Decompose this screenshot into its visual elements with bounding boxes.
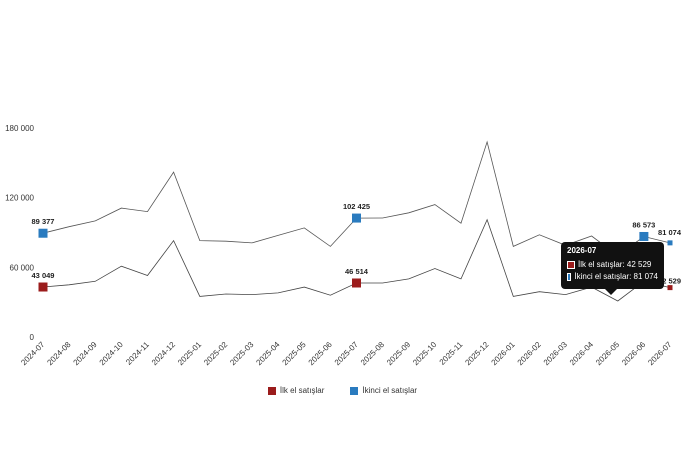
x-tick-label: 2024-11 [124, 340, 151, 367]
legend-label-first-hand: İlk el satışlar [279, 386, 325, 395]
x-tick-label: 2025-12 [463, 340, 491, 368]
legend-item-first-hand-sales[interactable]: İlk el satışlar [267, 386, 325, 395]
x-tick-label: 2025-08 [359, 340, 387, 368]
tooltip-text-second-hand: İkinci el satışlar: 81 074 [574, 272, 658, 281]
data-label: 86 573 [632, 220, 655, 229]
legend-item-second-hand-sales[interactable]: İkinci el satışlar [350, 386, 417, 395]
x-tick-label: 2024-12 [150, 340, 178, 368]
x-tick-label: 2025-06 [307, 340, 335, 368]
x-tick-label: 2024-08 [45, 340, 73, 368]
y-tick-label: 120 000 [5, 194, 34, 203]
x-tick-label: 2025-02 [202, 340, 230, 368]
x-tick-label: 2025-09 [385, 340, 413, 368]
y-tick-label: 180 000 [5, 124, 34, 133]
x-tick-label: 2025-03 [228, 340, 256, 368]
x-tick-label: 2025-07 [333, 340, 361, 368]
data-label: 81 074 [658, 228, 682, 237]
marker-first-hand [352, 278, 361, 288]
marker-first-hand [38, 282, 48, 292]
x-tick-label: 2024-09 [72, 340, 100, 368]
x-tick-label: 2025-04 [254, 340, 282, 368]
x-tick-label: 2026-07 [646, 340, 674, 368]
data-label: 43 049 [32, 271, 55, 280]
x-tick-label: 2026-05 [594, 340, 622, 368]
legend-swatch-first-hand [267, 386, 276, 395]
x-tick-label: 2026-03 [542, 340, 570, 368]
legend-swatch-second-hand [350, 386, 359, 395]
data-label: 102 425 [343, 202, 370, 211]
data-label: 89 377 [32, 217, 55, 226]
tooltip-title: 2026-07 [567, 246, 597, 255]
x-tick-label: 2026-02 [516, 340, 544, 368]
tooltip-swatch-second-hand [567, 272, 572, 281]
y-tick-label: 60 000 [10, 263, 35, 272]
x-tick-label: 2025-10 [411, 340, 439, 368]
chart-tooltip: 2026-07 İlk el satışlar: 42 529 İkinci e… [561, 242, 664, 295]
x-tick-label: 2026-04 [568, 340, 596, 368]
marker-second-hand [352, 213, 361, 223]
y-tick-label: 0 [30, 333, 35, 342]
data-label: 46 514 [345, 267, 369, 276]
x-tick-label: 2024-07 [19, 340, 47, 368]
chart-legend: İlk el satışlar İkinci el satışlar [0, 386, 685, 395]
tooltip-row-second-hand: İkinci el satışlar: 81 074 [567, 272, 658, 281]
marker-first-hand [667, 285, 673, 291]
tooltip-swatch-first-hand [567, 260, 575, 269]
marker-second-hand [639, 231, 649, 241]
x-tick-label: 2026-01 [490, 340, 518, 368]
x-tick-label: 2025-11 [438, 340, 465, 367]
x-tick-label: 2025-05 [281, 340, 309, 368]
x-tick-label: 2025-01 [176, 340, 204, 368]
x-tick-label: 2026-06 [620, 340, 648, 368]
marker-second-hand [667, 240, 673, 246]
marker-second-hand [38, 228, 48, 238]
series-line-second-hand [42, 140, 671, 257]
tooltip-text-first-hand: İlk el satışlar: 42 529 [578, 260, 652, 269]
x-tick-label: 2024-10 [98, 340, 126, 368]
tooltip-row-first-hand: İlk el satışlar: 42 529 [567, 260, 658, 269]
legend-label-second-hand: İkinci el satışlar [362, 386, 418, 395]
data-label: 42 529 [658, 277, 681, 286]
